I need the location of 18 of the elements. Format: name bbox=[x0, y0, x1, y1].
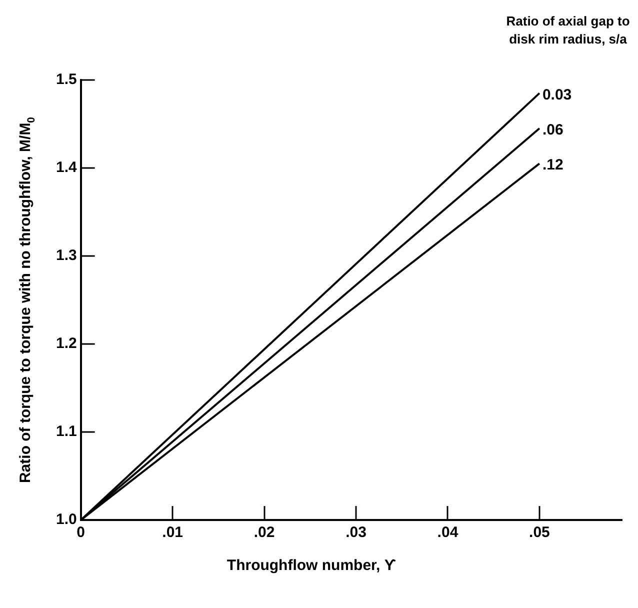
y-tick-label: 1.2 bbox=[56, 335, 77, 352]
series-label: .12 bbox=[542, 156, 564, 174]
y-tick-label: 1.1 bbox=[56, 423, 77, 440]
y-axis-title: Ratio of torque to torque with no throughflow, M/M0 bbox=[17, 116, 38, 484]
x-axis-title: Throughflow number, ϒ bbox=[226, 557, 396, 574]
x-tick-label: .02 bbox=[254, 524, 275, 542]
y-tick-label: 1.5 bbox=[56, 71, 77, 88]
legend-title: Ratio of axial gap to disk rim radius, s/a bbox=[506, 14, 630, 47]
x-tick-label: .04 bbox=[437, 524, 459, 542]
x-tick-label: .03 bbox=[346, 524, 366, 542]
y-tick-label: 1.4 bbox=[56, 159, 78, 176]
series-label: .06 bbox=[542, 122, 564, 139]
x-tick-label: .05 bbox=[529, 524, 550, 542]
x-tick-label: 0 bbox=[76, 524, 86, 542]
x-tick-label: .01 bbox=[162, 524, 183, 542]
y-tick-label: 1.3 bbox=[56, 247, 77, 264]
series-label: 0.03 bbox=[542, 86, 572, 104]
y-tick-label: 1.0 bbox=[56, 511, 77, 528]
